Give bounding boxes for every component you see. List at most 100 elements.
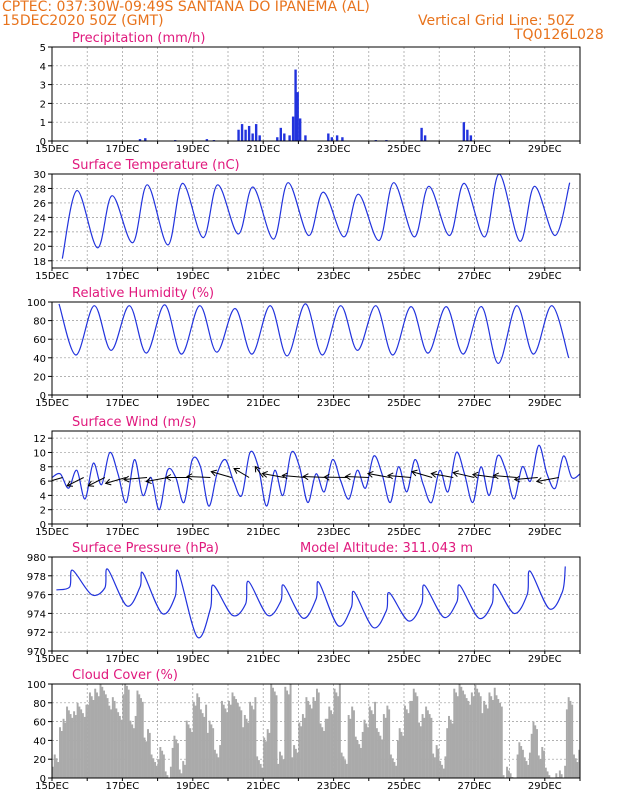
precip-xtick-label: 15DEC bbox=[35, 144, 69, 155]
wind-arrow-head bbox=[513, 475, 521, 483]
pressure-xtick-label: 23DEC bbox=[317, 654, 351, 665]
cloud-bar bbox=[527, 764, 530, 778]
wind-arrow-head bbox=[344, 473, 351, 481]
cloud-bar bbox=[425, 706, 428, 778]
cloud-bar bbox=[352, 710, 355, 778]
cloud-bar bbox=[400, 731, 403, 778]
temp-xtick-label: 17DEC bbox=[106, 271, 140, 282]
cloud-bar bbox=[546, 771, 549, 778]
cloud-bar bbox=[166, 775, 169, 778]
wind-data bbox=[52, 444, 580, 511]
cloud-bar bbox=[286, 690, 289, 778]
pressure-data bbox=[56, 566, 566, 639]
cloud-bar bbox=[152, 758, 155, 778]
precip-bar bbox=[466, 129, 469, 141]
cloud-bar bbox=[404, 705, 406, 778]
cloud-bar bbox=[272, 687, 274, 778]
cloud-bar bbox=[205, 704, 208, 778]
wind-arrow-head bbox=[387, 472, 394, 480]
wind-arrow bbox=[387, 474, 412, 478]
rh-ytick-label: 0 bbox=[40, 391, 46, 402]
rh-xtick-label: 21DEC bbox=[246, 398, 280, 409]
wind-arrow bbox=[493, 474, 517, 478]
temp-xtick-label: 27DEC bbox=[458, 271, 492, 282]
cloud-bar bbox=[453, 688, 456, 778]
cloud-bar bbox=[127, 689, 130, 778]
pressure-xtick-label: 29DEC bbox=[528, 654, 562, 665]
cloud-bar bbox=[509, 773, 512, 778]
wind-ytick-label: 10 bbox=[33, 448, 46, 459]
cloud-ytick-label: 60 bbox=[33, 718, 46, 729]
cloud-ytick-label: 0 bbox=[40, 774, 46, 785]
cloud-bar bbox=[323, 731, 325, 778]
precip-bar bbox=[138, 139, 142, 141]
cloud-bar bbox=[483, 700, 486, 778]
cloud-bar bbox=[544, 767, 547, 778]
cloud-bar bbox=[418, 722, 421, 778]
cloud-bar bbox=[560, 774, 563, 778]
precip-xtick-label: 27DEC bbox=[458, 144, 492, 155]
pressure-xtick-label: 27DEC bbox=[458, 654, 492, 665]
precip-data bbox=[138, 69, 473, 141]
precip-bar bbox=[247, 125, 251, 141]
cloud-bar bbox=[470, 692, 473, 778]
cloud-bar bbox=[330, 710, 333, 778]
cloud-bar bbox=[426, 710, 429, 778]
pressure-title: Surface Pressure (hPa) bbox=[72, 541, 219, 556]
cloud-xtick-label: 23DEC bbox=[317, 781, 351, 792]
precip-ytick-label: 4 bbox=[40, 62, 46, 73]
cloud-bar bbox=[208, 720, 211, 778]
precip-bar bbox=[423, 135, 427, 141]
wind-arrow-head bbox=[261, 470, 268, 478]
cloud-ytick-label: 20 bbox=[33, 755, 46, 766]
cloud-bar bbox=[460, 686, 463, 778]
cloud-bar bbox=[458, 684, 461, 778]
cloud-bar bbox=[199, 709, 202, 778]
cloud-xtick-label: 27DEC bbox=[458, 781, 492, 792]
rh-line bbox=[58, 303, 570, 365]
cloud-bar bbox=[231, 692, 234, 778]
wind-arrow-head bbox=[430, 470, 437, 478]
precip-bar bbox=[330, 137, 334, 141]
cloud-bar bbox=[345, 763, 348, 778]
cloud-bar bbox=[236, 702, 239, 778]
cloud-bar bbox=[416, 696, 419, 778]
cloud-bar bbox=[249, 701, 252, 778]
rh-xtick-label: 19DEC bbox=[176, 398, 210, 409]
wind-arrow-head bbox=[210, 469, 218, 477]
wind-arrow bbox=[105, 477, 127, 484]
cloud-xtick-label: 15DEC bbox=[35, 781, 69, 792]
cloud-bar bbox=[224, 708, 227, 778]
temp-line bbox=[61, 174, 571, 259]
cloud-bar bbox=[342, 756, 345, 778]
cloud-bar bbox=[324, 718, 327, 778]
cloud-bar bbox=[354, 736, 357, 778]
cloud-bar bbox=[101, 686, 104, 778]
wind-arrow bbox=[514, 477, 538, 481]
precip-ytick-label: 3 bbox=[40, 81, 46, 92]
temp-xtick-label: 15DEC bbox=[35, 271, 69, 282]
cloud-bar bbox=[287, 694, 290, 778]
cloud-bar bbox=[145, 741, 148, 778]
cloud-bar bbox=[113, 700, 116, 778]
cloud-bar bbox=[296, 752, 299, 778]
cloud-bar bbox=[103, 690, 105, 778]
cloud-bar bbox=[74, 715, 77, 778]
cloud-bar bbox=[335, 692, 338, 778]
temp-xtick-label: 23DEC bbox=[317, 271, 351, 282]
cloud-bar bbox=[94, 688, 97, 778]
rh-xtick-label: 27DEC bbox=[458, 398, 492, 409]
cloud-bar bbox=[67, 710, 70, 778]
temp-xtick-label: 19DEC bbox=[176, 271, 210, 282]
cloud-bar bbox=[558, 770, 561, 778]
cloud-bar bbox=[92, 699, 95, 778]
cloud-bar bbox=[391, 758, 394, 778]
wind-arrow-head bbox=[87, 480, 95, 487]
cloud-bar bbox=[141, 701, 144, 778]
cloud-bar bbox=[307, 700, 310, 778]
cloud-bar bbox=[215, 753, 218, 778]
cloud-bar bbox=[259, 763, 262, 778]
precip-bar bbox=[244, 129, 247, 141]
cloud-bar bbox=[474, 684, 477, 778]
cloud-bar bbox=[532, 721, 535, 778]
